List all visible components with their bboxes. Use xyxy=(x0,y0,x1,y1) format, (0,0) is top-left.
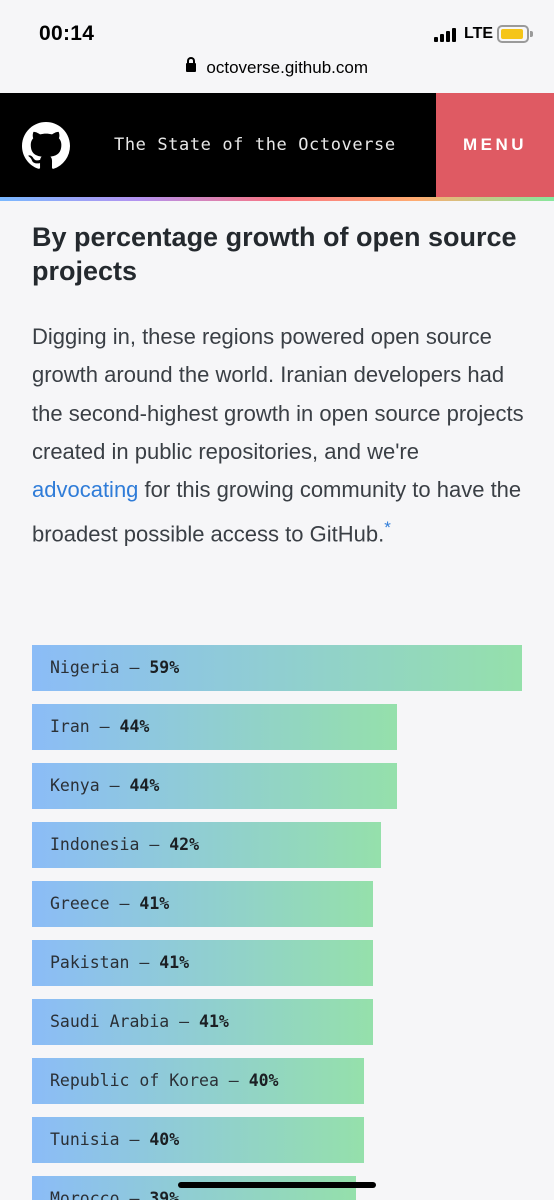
chart-row: Indonesia — 42% xyxy=(32,822,522,881)
lead-paragraph: Digging in, these regions powered open s… xyxy=(32,318,526,554)
bar-value-label: 41% xyxy=(199,1012,229,1031)
advocating-link[interactable]: advocating xyxy=(32,477,139,503)
bar-label: Kenya — 44% xyxy=(50,776,159,795)
chart-bar: Republic of Korea — 40% xyxy=(32,1058,364,1104)
bar-value-label: 40% xyxy=(248,1071,279,1090)
bar-value-label: 40% xyxy=(149,1130,180,1149)
bar-value-label: 44% xyxy=(129,776,160,795)
chart-bar: Morocco — 39% xyxy=(32,1176,356,1200)
chart-row: Saudi Arabia — 41% xyxy=(32,999,522,1058)
bar-value-label: 59% xyxy=(149,658,180,677)
lock-icon xyxy=(185,56,196,72)
lead-text-before: Digging in, these regions powered open s… xyxy=(32,324,524,464)
bar-label: Iran — 44% xyxy=(50,717,149,736)
bar-value-label: 44% xyxy=(119,717,150,736)
bar-label: Republic of Korea — 40% xyxy=(50,1071,279,1090)
header-accent-divider xyxy=(0,197,554,201)
chart-bar: Greece — 41% xyxy=(32,881,373,927)
bar-label: Greece — 41% xyxy=(50,894,169,913)
bar-category-label: Greece — xyxy=(50,894,140,913)
bar-category-label: Republic of Korea — xyxy=(50,1071,249,1090)
battery-icon xyxy=(497,25,533,43)
chart-row: Greece — 41% xyxy=(32,881,522,940)
github-logo-icon[interactable] xyxy=(22,122,70,170)
chart-bar: Kenya — 44% xyxy=(32,763,397,809)
bar-value-label: 39% xyxy=(149,1189,180,1200)
bar-category-label: Indonesia — xyxy=(50,835,170,854)
chart-bar: Nigeria — 59% xyxy=(32,645,522,691)
bar-category-label: Saudi Arabia — xyxy=(50,1012,200,1031)
signal-icon xyxy=(434,28,458,42)
chart-row: Tunisia — 40% xyxy=(32,1117,522,1176)
bar-category-label: Nigeria — xyxy=(50,658,150,677)
chart-row: Pakistan — 41% xyxy=(32,940,522,999)
bar-category-label: Tunisia — xyxy=(50,1130,150,1149)
status-bar: 00:14 LTE xyxy=(0,0,554,56)
section-title: By percentage growth of open source proj… xyxy=(32,222,517,286)
footnote-link[interactable]: * xyxy=(384,518,391,538)
chart-row: Morocco — 39% xyxy=(32,1176,522,1200)
menu-button[interactable]: MENU xyxy=(436,93,554,197)
bar-category-label: Pakistan — xyxy=(50,953,160,972)
chart-row: Kenya — 44% xyxy=(32,763,522,822)
bar-label: Pakistan — 41% xyxy=(50,953,189,972)
chart-row: Nigeria — 59% xyxy=(32,645,522,704)
bar-category-label: Morocco — xyxy=(50,1189,150,1200)
growth-bar-chart: Nigeria — 59% Iran — 44% Kenya — 44% Indone… xyxy=(32,645,522,1200)
chart-bar: Iran — 44% xyxy=(32,704,397,750)
chart-bar: Indonesia — 42% xyxy=(32,822,381,868)
bar-value-label: 42% xyxy=(169,835,200,854)
chart-bar: Saudi Arabia — 41% xyxy=(32,999,373,1045)
chart-bar: Pakistan — 41% xyxy=(32,940,373,986)
bar-label: Tunisia — 40% xyxy=(50,1130,179,1149)
home-indicator xyxy=(178,1182,376,1188)
bar-label: Morocco — 39% xyxy=(50,1189,179,1200)
url-text: octoverse.github.com xyxy=(206,58,369,77)
status-time: 00:14 xyxy=(39,22,95,45)
site-header: The State of the Octoverse MENU xyxy=(0,93,554,197)
chart-row: Republic of Korea — 40% xyxy=(32,1058,522,1117)
bar-category-label: Kenya — xyxy=(50,776,130,795)
chart-bar: Tunisia — 40% xyxy=(32,1117,364,1163)
bar-label: Saudi Arabia — 41% xyxy=(50,1012,229,1031)
bar-label: Indonesia — 42% xyxy=(50,835,199,854)
address-bar[interactable]: octoverse.github.com xyxy=(0,56,554,86)
site-title[interactable]: The State of the Octoverse xyxy=(114,135,396,155)
bar-label: Nigeria — 59% xyxy=(50,658,179,677)
bar-value-label: 41% xyxy=(159,953,190,972)
bar-category-label: Iran — xyxy=(50,717,120,736)
network-type: LTE xyxy=(464,25,494,42)
chart-row: Iran — 44% xyxy=(32,704,522,763)
bar-value-label: 41% xyxy=(139,894,170,913)
main-content: By percentage growth of open source proj… xyxy=(32,220,526,554)
lead-text-after: for this growing community to have the b… xyxy=(32,477,522,547)
